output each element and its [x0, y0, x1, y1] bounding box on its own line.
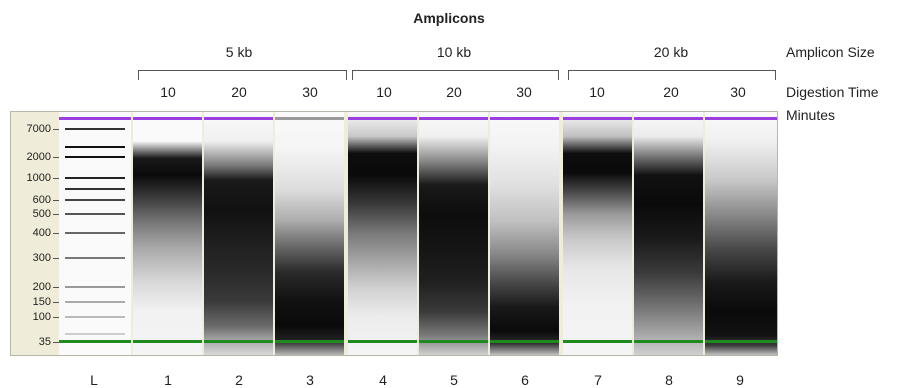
ladder-tick: [53, 214, 59, 215]
time-label: 10: [589, 84, 605, 100]
upper-marker: [59, 117, 131, 120]
ladder-tick: [53, 200, 59, 201]
ladder-tick: [53, 317, 59, 318]
upper-marker: [563, 117, 632, 120]
lower-marker: [490, 340, 559, 343]
ladder-label-200: 200: [32, 281, 51, 293]
ladder-band: [65, 199, 125, 201]
upper-marker: [490, 117, 559, 120]
ladder-label-400: 400: [32, 227, 51, 239]
group-size-label-5kb: 5 kb: [225, 44, 253, 60]
ladder-label-600: 600: [32, 194, 51, 206]
lane-label: 2: [235, 372, 243, 388]
lower-marker: [275, 340, 344, 343]
time-label: 30: [730, 84, 746, 100]
sample-lane-4: [348, 112, 417, 355]
lane-label: 5: [450, 372, 458, 388]
ladder-label-1000: 1000: [26, 172, 51, 184]
sample-lane-8: [634, 112, 703, 355]
lower-marker: [634, 340, 703, 343]
lower-marker: [563, 340, 632, 343]
ladder-band: [65, 286, 125, 288]
ladder-label-100: 100: [32, 311, 51, 323]
lower-marker: [133, 340, 202, 343]
lane-label: 6: [521, 372, 529, 388]
time-label: 10: [376, 84, 392, 100]
gel-image: 7000 2000 1000 600 500 400 300 200 150 1…: [10, 111, 778, 356]
lane-label: 3: [306, 372, 314, 388]
upper-marker: [634, 117, 703, 120]
group-size-label-20kb: 20 kb: [653, 44, 689, 60]
ladder-band: [65, 156, 125, 158]
ladder-tick: [53, 258, 59, 259]
group-bracket-10kb: [352, 70, 559, 80]
time-label: 30: [516, 84, 532, 100]
ladder-tick: [53, 342, 59, 343]
lane-label: 4: [379, 372, 387, 388]
time-label: 20: [663, 84, 679, 100]
sample-lane-2: [204, 112, 273, 355]
upper-marker: [705, 117, 777, 120]
amplicon-size-label: Amplicon Size: [786, 44, 875, 60]
lower-marker: [204, 340, 273, 343]
lower-marker: [705, 340, 777, 343]
ladder-tick: [53, 178, 59, 179]
ladder-label-500: 500: [32, 208, 51, 220]
ladder-label-2000: 2000: [26, 151, 51, 163]
lane-label: 9: [736, 372, 744, 388]
ladder-lane: [59, 112, 131, 355]
ladder-band: [65, 146, 125, 148]
ladder-label-300: 300: [32, 252, 51, 264]
ladder-band: [65, 316, 125, 318]
ladder-label-7000: 7000: [26, 123, 51, 135]
lane-label-ladder: L: [90, 372, 98, 388]
upper-marker: [348, 117, 417, 120]
time-label: 30: [302, 84, 318, 100]
ladder-band: [65, 213, 125, 215]
ladder-band: [65, 333, 125, 335]
ladder-band: [65, 177, 125, 179]
sample-lane-5: [419, 112, 488, 355]
ladder-tick: [53, 129, 59, 130]
sample-lane-1: [133, 112, 202, 355]
time-label: 20: [231, 84, 247, 100]
time-label: 10: [160, 84, 176, 100]
ladder-tick: [53, 302, 59, 303]
upper-marker: [204, 117, 273, 120]
sample-lane-7: [563, 112, 632, 355]
lane-label: 8: [665, 372, 673, 388]
group-bracket-5kb: [138, 70, 347, 80]
ladder-band: [65, 257, 125, 259]
sample-lane-9: [705, 112, 777, 355]
sample-lane-6: [490, 112, 559, 355]
ladder-tick: [53, 233, 59, 234]
lane-label: 1: [164, 372, 172, 388]
ladder-label-150: 150: [32, 296, 51, 308]
ladder-band: [65, 128, 125, 130]
ladder-label-35: 35: [38, 336, 51, 348]
ladder-tick: [53, 287, 59, 288]
group-bracket-20kb: [568, 70, 776, 80]
minutes-label: Minutes: [786, 107, 836, 123]
lane-label: 7: [594, 372, 602, 388]
sample-lane-3: [275, 112, 344, 355]
ladder-band: [65, 301, 125, 303]
ladder-band: [65, 232, 125, 234]
digestion-time-label: Digestion Time: [786, 84, 879, 100]
upper-marker: [419, 117, 488, 120]
ladder-tick: [53, 157, 59, 158]
upper-marker: [133, 117, 202, 120]
ladder-band: [65, 188, 125, 190]
time-label: 20: [446, 84, 462, 100]
lower-marker: [419, 340, 488, 343]
lower-marker: [348, 340, 417, 343]
group-size-label-10kb: 10 kb: [436, 44, 472, 60]
lower-marker: [59, 340, 131, 343]
figure-title: Amplicons: [413, 10, 485, 26]
upper-marker: [275, 117, 344, 120]
